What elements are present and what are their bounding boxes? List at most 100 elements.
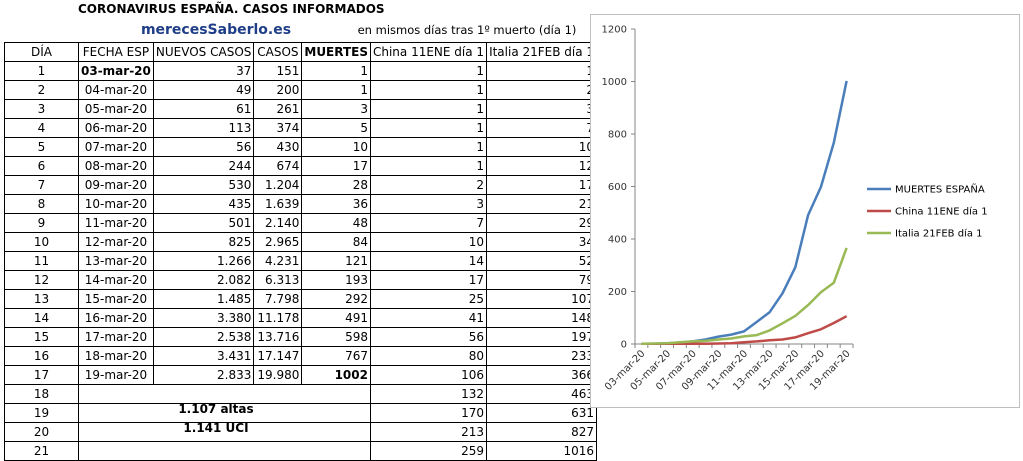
cell-fecha: 10-mar-20 bbox=[78, 194, 154, 214]
col-header-fecha: FECHA ESP bbox=[78, 42, 154, 62]
sheet-title: CORONAVIRUS ESPAÑA. CASOS INFORMADOS bbox=[78, 2, 385, 16]
cell-nuevos-casos: 825 bbox=[152, 232, 255, 252]
cell-nuevos-casos: 37 bbox=[152, 61, 255, 81]
cell-casos: 6.313 bbox=[253, 270, 303, 290]
cell-fecha: 14-mar-20 bbox=[78, 270, 154, 290]
cell-china: 1 bbox=[369, 80, 488, 100]
cell-italia: 233 bbox=[486, 346, 598, 366]
cell-dia: 14 bbox=[4, 308, 79, 328]
cell-china: 132 bbox=[369, 384, 488, 404]
cell-fecha: 03-mar-20 bbox=[78, 61, 154, 81]
cell-china: 56 bbox=[369, 327, 488, 347]
cell-china: 17 bbox=[369, 270, 488, 290]
cell-muertes: 28 bbox=[301, 175, 371, 195]
cell-muertes: 3 bbox=[301, 99, 371, 119]
cell-fecha: 12-mar-20 bbox=[78, 232, 154, 252]
cell-nuevos-casos: 2.538 bbox=[152, 327, 255, 347]
cell-dia: 5 bbox=[4, 137, 79, 157]
cell-italia: 197 bbox=[486, 327, 598, 347]
cell-muertes: 121 bbox=[301, 251, 371, 271]
cell-china: 41 bbox=[369, 308, 488, 328]
table-row: 15 17-mar-20 2.538 13.716 598 56 197 bbox=[4, 327, 598, 347]
cell-dia: 19 bbox=[4, 403, 79, 423]
cell-italia: 52 bbox=[486, 251, 598, 271]
cell-fecha: 04-mar-20 bbox=[78, 80, 154, 100]
table-row: 19 170 631 bbox=[4, 403, 598, 423]
cell-italia: 148 bbox=[486, 308, 598, 328]
cell-dia: 12 bbox=[4, 270, 79, 290]
cell-casos: 11.178 bbox=[253, 308, 303, 328]
cell-casos: 674 bbox=[253, 156, 303, 176]
cell-casos: 1.204 bbox=[253, 175, 303, 195]
y-tick-label: 1000 bbox=[602, 77, 627, 88]
cell-muertes bbox=[301, 441, 371, 461]
cell-nuevos-casos: 2.833 bbox=[152, 365, 255, 385]
cell-italia: 463 bbox=[486, 384, 598, 404]
cell-fecha: 09-mar-20 bbox=[78, 175, 154, 195]
y-tick-label: 600 bbox=[608, 182, 627, 193]
table-row: 12 14-mar-20 2.082 6.313 193 17 79 bbox=[4, 270, 598, 290]
y-tick-label: 400 bbox=[608, 235, 627, 246]
cell-nuevos-casos: 1.485 bbox=[152, 289, 255, 309]
cell-dia: 6 bbox=[4, 156, 79, 176]
cell-muertes: 1002 bbox=[301, 365, 371, 385]
table-row: 20 213 827 bbox=[4, 422, 598, 442]
cell-dia: 10 bbox=[4, 232, 79, 252]
site-name: merecesSaberlo.es bbox=[140, 22, 292, 38]
cell-dia: 8 bbox=[4, 194, 79, 214]
cell-dia: 18 bbox=[4, 384, 79, 404]
cell-casos bbox=[253, 441, 302, 461]
cell-muertes: 598 bbox=[301, 327, 371, 347]
cell-muertes: 17 bbox=[301, 156, 371, 176]
col-header-casos: CASOS bbox=[253, 42, 303, 62]
cell-casos: 2.965 bbox=[253, 232, 303, 252]
cell-nuevos-casos: 61 bbox=[152, 99, 255, 119]
cell-china: 1 bbox=[369, 118, 488, 138]
summary-uci: 1.141 UCI bbox=[183, 421, 249, 435]
cell-muertes: 10 bbox=[301, 137, 371, 157]
cell-italia: 1 bbox=[486, 61, 598, 81]
cell-italia: 34 bbox=[486, 232, 598, 252]
cell-nuevos-casos: 3.431 bbox=[152, 346, 255, 366]
table-row: 10 12-mar-20 825 2.965 84 10 34 bbox=[4, 232, 598, 252]
cell-muertes: 491 bbox=[301, 308, 371, 328]
cell-italia: 21 bbox=[486, 194, 598, 214]
cell-dia: 15 bbox=[4, 327, 79, 347]
cell-dia: 3 bbox=[4, 99, 79, 119]
y-tick-label: 800 bbox=[608, 130, 627, 141]
cell-casos: 13.716 bbox=[253, 327, 303, 347]
cell-dia: 13 bbox=[4, 289, 79, 309]
y-tick-label: 0 bbox=[621, 340, 627, 351]
cell-china: 1 bbox=[369, 156, 488, 176]
table-row: 7 09-mar-20 530 1.204 28 2 17 bbox=[4, 175, 598, 195]
cell-fecha: 08-mar-20 bbox=[78, 156, 154, 176]
table-row: 9 11-mar-20 501 2.140 48 7 29 bbox=[4, 213, 598, 233]
cell-casos: 4.231 bbox=[253, 251, 303, 271]
cell-nuevos-casos: 530 bbox=[152, 175, 255, 195]
cell-china: 170 bbox=[369, 403, 488, 423]
cell-italia: 12 bbox=[486, 156, 598, 176]
cell-china: 10 bbox=[369, 232, 488, 252]
cell-italia: 17 bbox=[486, 175, 598, 195]
cell-dia: 16 bbox=[4, 346, 79, 366]
table-row: 8 10-mar-20 435 1.639 36 3 21 bbox=[4, 194, 598, 214]
table-row: 204-mar-2049200112 bbox=[4, 80, 598, 100]
cell-china: 3 bbox=[369, 194, 488, 214]
cell-nuevos-casos: 56 bbox=[152, 137, 255, 157]
table-row: 21 259 1016 bbox=[4, 441, 598, 461]
cell-casos: 17.147 bbox=[253, 346, 303, 366]
cell-muertes: 767 bbox=[301, 346, 371, 366]
cell-muertes: 36 bbox=[301, 194, 371, 214]
series-line-0 bbox=[641, 80, 848, 345]
table-row: 406-mar-20113374517 bbox=[4, 118, 598, 138]
cell-muertes: 48 bbox=[301, 213, 371, 233]
legend-label-1: China 11ENE día 1 bbox=[895, 206, 988, 218]
legend-label-2: Italia 21FEB día 1 bbox=[895, 228, 983, 240]
cell-nuevos-casos: 3.380 bbox=[152, 308, 255, 328]
cell-italia: 1016 bbox=[486, 441, 598, 461]
table-row: 13 15-mar-20 1.485 7.798 292 25 107 bbox=[4, 289, 598, 309]
col-header-nuevos-casos: NUEVOS CASOS bbox=[152, 42, 255, 62]
cell-fecha: 18-mar-20 bbox=[78, 346, 154, 366]
cell-fecha: 17-mar-20 bbox=[78, 327, 154, 347]
cell-nuevos-casos: 501 bbox=[152, 213, 255, 233]
